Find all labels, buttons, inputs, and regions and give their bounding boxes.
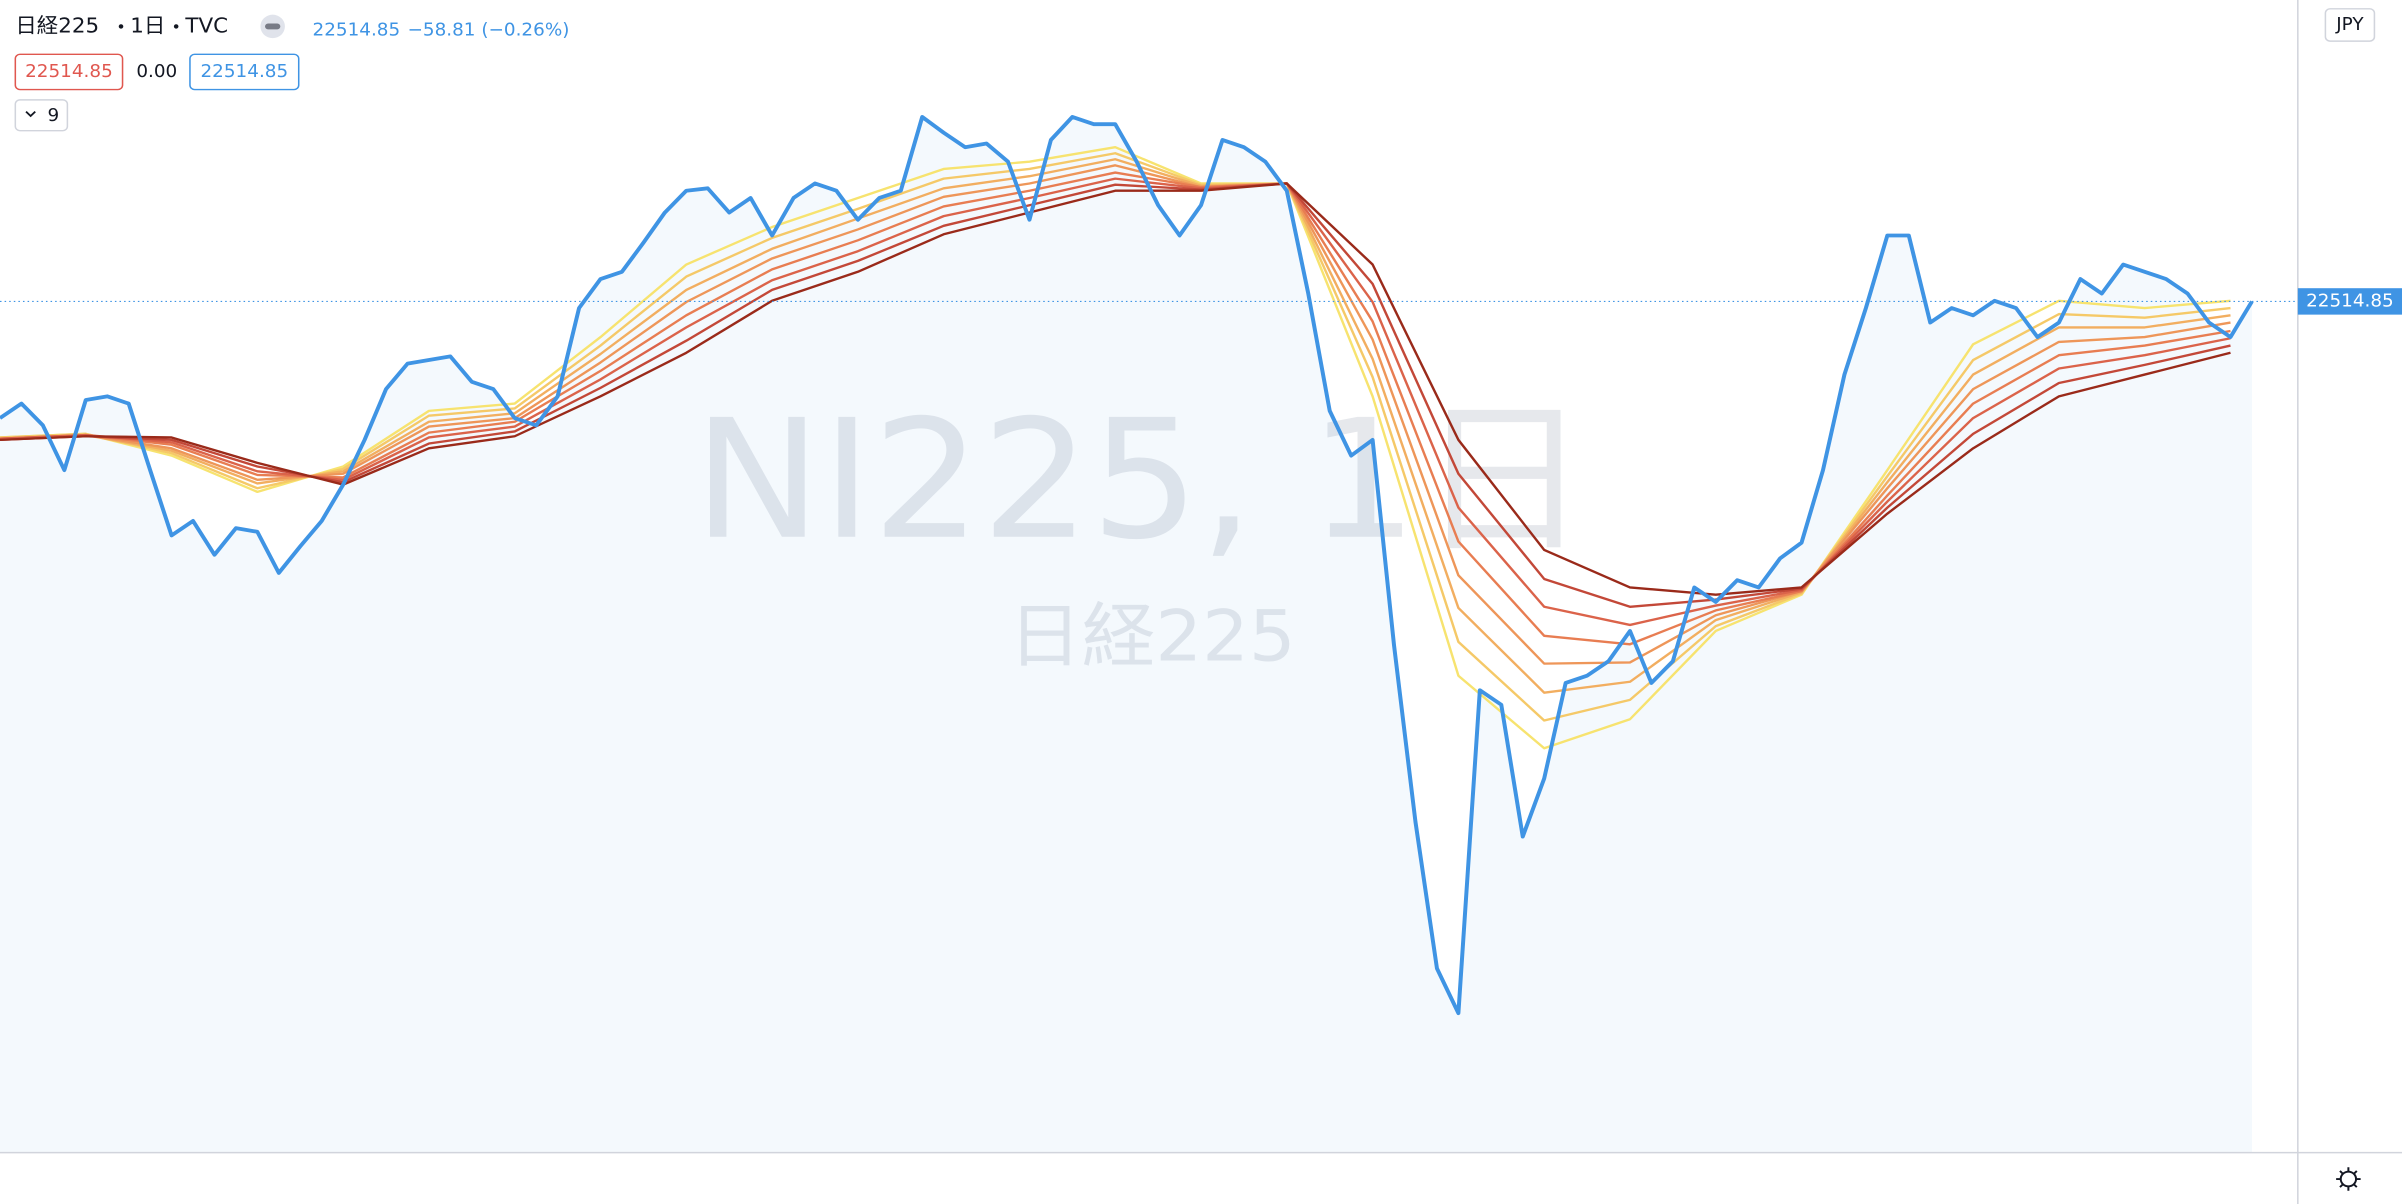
ema-line xyxy=(0,158,2231,694)
exchange: TVC xyxy=(184,14,228,37)
currency-box[interactable] xyxy=(2324,8,2376,42)
watermark-sub: 日経225 xyxy=(1008,595,1295,677)
price-change: −58.81 (−0.26%) xyxy=(407,20,569,41)
plot-layer xyxy=(0,115,2298,1153)
legend-box[interactable] xyxy=(189,53,300,91)
collapse-button[interactable] xyxy=(14,99,69,132)
status-icon-bar xyxy=(265,23,281,30)
price-line xyxy=(0,115,2254,1016)
ema-line xyxy=(0,182,2231,608)
ema-line xyxy=(0,171,2231,646)
ema-line xyxy=(0,146,2231,750)
settings-rays xyxy=(2336,1167,2361,1191)
currency: JPY xyxy=(2335,14,2364,35)
chevron xyxy=(25,110,36,118)
legend-zero: 0.00 xyxy=(136,61,177,82)
ema-line xyxy=(0,164,2231,665)
last-price-tag-label: 22514.85 xyxy=(2306,291,2394,312)
legend-value: 22514.85 xyxy=(25,61,113,82)
symbol-name: 日経225 xyxy=(15,14,99,37)
watermark-main: NI225, 1日 xyxy=(693,384,1589,576)
legend-value: 22514.85 xyxy=(200,61,288,82)
legend-box[interactable] xyxy=(14,53,124,91)
last-price-tag xyxy=(2297,288,2402,315)
last-price: 22514.85 xyxy=(313,20,401,41)
axis-layer: 22514.85 xyxy=(2297,288,2402,315)
ema-line xyxy=(0,182,2231,596)
indicator-count: 9 xyxy=(47,105,59,126)
interval: 1日 xyxy=(130,14,165,37)
ema-line xyxy=(0,177,2231,627)
separator xyxy=(118,24,124,29)
ema-line xyxy=(0,152,2231,722)
separator xyxy=(173,24,179,29)
